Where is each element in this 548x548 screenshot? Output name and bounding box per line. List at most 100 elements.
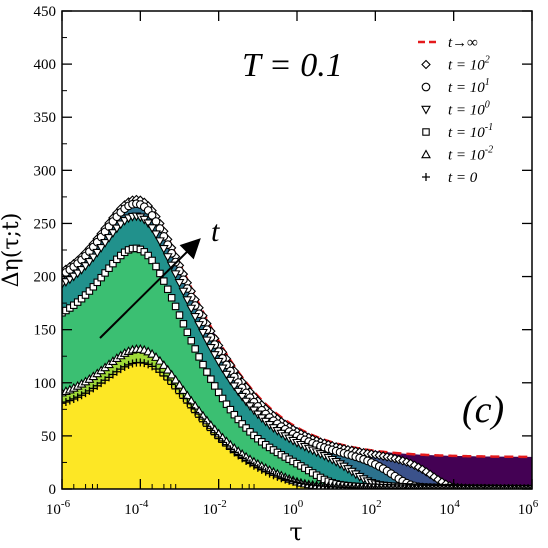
data-point — [167, 380, 176, 389]
data-point — [241, 397, 252, 407]
data-point — [166, 369, 177, 379]
data-point — [174, 379, 185, 389]
data-point — [265, 469, 274, 478]
data-point — [174, 279, 185, 288]
y-axis-ticks: 0 50 100 150 200 250 300 350 400 450 — [34, 4, 532, 498]
x-tick-label: 106 — [518, 498, 539, 518]
data-point — [89, 283, 98, 291]
data-point — [234, 415, 243, 424]
data-point — [187, 403, 196, 412]
data-point — [230, 410, 239, 419]
data-point — [148, 256, 156, 265]
data-point — [162, 364, 173, 374]
data-point — [151, 230, 161, 240]
data-point — [85, 287, 94, 295]
data-point — [203, 368, 211, 376]
data-point — [69, 394, 78, 403]
data-point — [281, 475, 290, 484]
legend-marker — [422, 128, 430, 136]
data-point — [221, 370, 232, 380]
legend-label: t→∞ — [448, 35, 478, 51]
data-point — [214, 388, 223, 397]
data-point — [156, 269, 164, 278]
data-point — [199, 417, 207, 426]
y-tick-label: 250 — [34, 216, 57, 232]
data-point — [96, 243, 107, 253]
data-point — [170, 270, 181, 280]
data-point — [171, 384, 180, 393]
data-point — [163, 376, 172, 385]
legend-marker — [421, 105, 431, 115]
data-point — [62, 280, 67, 290]
data-point — [107, 229, 118, 239]
data-point — [88, 253, 99, 263]
x-tick-label: 100 — [283, 498, 304, 518]
data-point — [190, 312, 201, 322]
data-point — [289, 477, 298, 486]
data-point — [257, 465, 266, 474]
data-point — [144, 251, 152, 260]
data-point — [214, 434, 223, 443]
data-point — [202, 422, 211, 431]
data-point — [111, 224, 122, 234]
data-point — [81, 291, 90, 299]
data-point — [217, 364, 228, 374]
data-point — [199, 360, 207, 369]
series-markers-3 — [62, 212, 532, 489]
data-point — [179, 320, 188, 328]
data-point — [151, 217, 161, 226]
data-point — [187, 336, 196, 345]
data-point — [229, 382, 240, 392]
data-point — [97, 273, 105, 282]
data-point — [222, 400, 231, 408]
data-point — [144, 360, 153, 369]
data-point — [109, 259, 117, 268]
arrow-label: t — [211, 215, 220, 248]
data-point — [171, 302, 180, 311]
legend-label: t = 102 — [448, 55, 490, 74]
limit-dashed-line — [62, 197, 532, 459]
legend-label: t = 10-1 — [448, 122, 493, 141]
legend-label: t = 10-2 — [448, 145, 493, 164]
data-point — [124, 360, 133, 369]
legend: t→∞ t = 102 t = 101 t = 100 t = 10-1 t = 10-2… — [418, 35, 493, 186]
legend-marker — [422, 173, 430, 181]
data-point — [210, 430, 219, 439]
data-point — [167, 294, 176, 302]
data-point — [158, 360, 169, 369]
data-point — [183, 328, 192, 337]
data-point — [62, 399, 66, 408]
data-point — [182, 296, 193, 306]
data-point — [162, 253, 173, 263]
data-point — [154, 355, 165, 365]
y-tick-label: 450 — [34, 4, 57, 20]
data-point — [269, 471, 278, 480]
x-tick-label: 102 — [361, 498, 382, 518]
data-point — [242, 424, 250, 432]
data-point — [183, 399, 192, 408]
data-point — [147, 224, 158, 234]
x-tick-label: 10-2 — [203, 498, 227, 518]
data-point — [159, 371, 168, 380]
panel-label: (c) — [462, 389, 504, 431]
y-tick-label: 350 — [34, 110, 57, 126]
temperature-annotation: T = 0.1 — [242, 47, 343, 84]
data-point — [238, 420, 246, 428]
data-point — [128, 359, 137, 368]
data-point — [198, 328, 208, 338]
data-point — [186, 304, 197, 314]
legend-marker — [421, 59, 431, 70]
data-point — [179, 394, 188, 403]
data-point — [178, 287, 189, 297]
data-point — [158, 245, 169, 254]
data-point — [147, 211, 157, 220]
legend-label: t = 101 — [448, 77, 490, 96]
data-point — [195, 413, 204, 422]
x-tick-label: 10-4 — [124, 498, 149, 518]
data-point — [93, 278, 102, 287]
data-point — [201, 336, 212, 346]
data-point — [425, 469, 435, 480]
data-point — [194, 321, 205, 330]
data-point — [115, 220, 126, 230]
